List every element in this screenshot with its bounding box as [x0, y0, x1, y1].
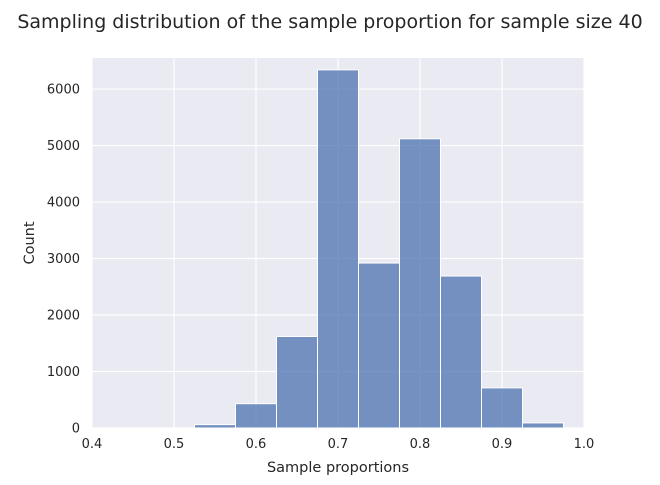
x-tick-label: 0.4	[82, 437, 103, 452]
y-tick-label: 0	[72, 422, 80, 437]
histogram-bar	[317, 69, 359, 429]
x-tick-label: 0.6	[246, 437, 267, 452]
y-tick-label: 6000	[47, 83, 80, 98]
histogram-bars	[194, 69, 564, 429]
histogram-bar	[276, 335, 318, 429]
y-tick-label: 3000	[47, 252, 80, 267]
histogram-bar	[481, 387, 523, 429]
histogram-bar	[399, 138, 441, 429]
x-tick-label: 0.9	[492, 437, 513, 452]
y-axis-label: Count	[22, 221, 38, 264]
histogram-bar	[235, 403, 277, 429]
x-tick-label: 0.5	[164, 437, 185, 452]
y-tick-labels: 0 1000 2000 3000 4000 5000 6000	[47, 83, 80, 437]
y-tick-label: 4000	[47, 196, 80, 211]
x-tick-label: 1.0	[574, 437, 595, 452]
x-axis-label: Sample proportions	[267, 460, 409, 476]
histogram-bar	[522, 422, 564, 429]
x-tick-label: 0.7	[328, 437, 349, 452]
x-tick-labels: 0.4 0.5 0.6 0.7 0.8 0.9 1.0	[82, 437, 595, 452]
x-tick-label: 0.8	[410, 437, 431, 452]
y-tick-label: 2000	[47, 309, 80, 324]
histogram-bar	[194, 424, 236, 429]
y-tick-label: 5000	[47, 139, 80, 154]
histogram-bar	[440, 275, 482, 429]
y-tick-label: 1000	[47, 365, 80, 380]
chart-title: Sampling distribution of the sample prop…	[17, 11, 642, 33]
histogram-bar	[358, 262, 400, 429]
